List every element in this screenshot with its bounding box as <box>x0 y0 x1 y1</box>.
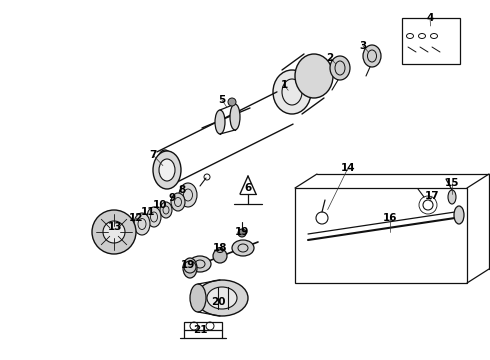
Ellipse shape <box>171 193 185 211</box>
Ellipse shape <box>363 45 381 67</box>
Ellipse shape <box>196 280 248 316</box>
Ellipse shape <box>295 54 333 98</box>
Ellipse shape <box>153 151 181 189</box>
Text: 18: 18 <box>213 243 227 253</box>
Text: 16: 16 <box>383 213 397 223</box>
Text: 8: 8 <box>178 185 186 195</box>
Text: 10: 10 <box>153 200 167 210</box>
Text: 4: 4 <box>426 13 434 23</box>
Ellipse shape <box>232 240 254 256</box>
Text: 15: 15 <box>445 178 459 188</box>
Text: 17: 17 <box>425 191 440 201</box>
Text: 20: 20 <box>211 297 225 307</box>
Bar <box>184 322 222 330</box>
Circle shape <box>103 221 125 243</box>
Ellipse shape <box>454 206 464 224</box>
Ellipse shape <box>189 256 211 272</box>
Text: 21: 21 <box>193 325 207 335</box>
Ellipse shape <box>448 190 456 204</box>
Ellipse shape <box>156 150 174 186</box>
Bar <box>295 188 467 283</box>
Text: 3: 3 <box>359 41 367 51</box>
Ellipse shape <box>183 258 197 278</box>
Ellipse shape <box>215 110 225 134</box>
Circle shape <box>213 249 227 263</box>
Text: 7: 7 <box>149 150 157 160</box>
Ellipse shape <box>159 159 175 181</box>
Text: 11: 11 <box>141 207 155 217</box>
Circle shape <box>228 98 236 106</box>
Ellipse shape <box>273 70 311 114</box>
Text: 19: 19 <box>235 227 249 237</box>
Ellipse shape <box>147 207 161 227</box>
Text: 5: 5 <box>219 95 225 105</box>
Ellipse shape <box>330 56 350 80</box>
Text: 12: 12 <box>129 213 143 223</box>
Text: 9: 9 <box>169 193 175 203</box>
Ellipse shape <box>179 183 197 207</box>
Ellipse shape <box>134 213 150 235</box>
Ellipse shape <box>230 104 240 130</box>
Text: 14: 14 <box>341 163 355 173</box>
Text: 19: 19 <box>181 260 195 270</box>
Ellipse shape <box>207 287 237 309</box>
Circle shape <box>92 210 136 254</box>
Text: 1: 1 <box>280 80 288 90</box>
Ellipse shape <box>160 202 172 218</box>
Text: 13: 13 <box>108 222 122 232</box>
Bar <box>402 18 460 64</box>
Circle shape <box>238 229 246 237</box>
Text: 6: 6 <box>245 183 252 193</box>
Ellipse shape <box>190 284 206 312</box>
Text: 2: 2 <box>326 53 334 63</box>
